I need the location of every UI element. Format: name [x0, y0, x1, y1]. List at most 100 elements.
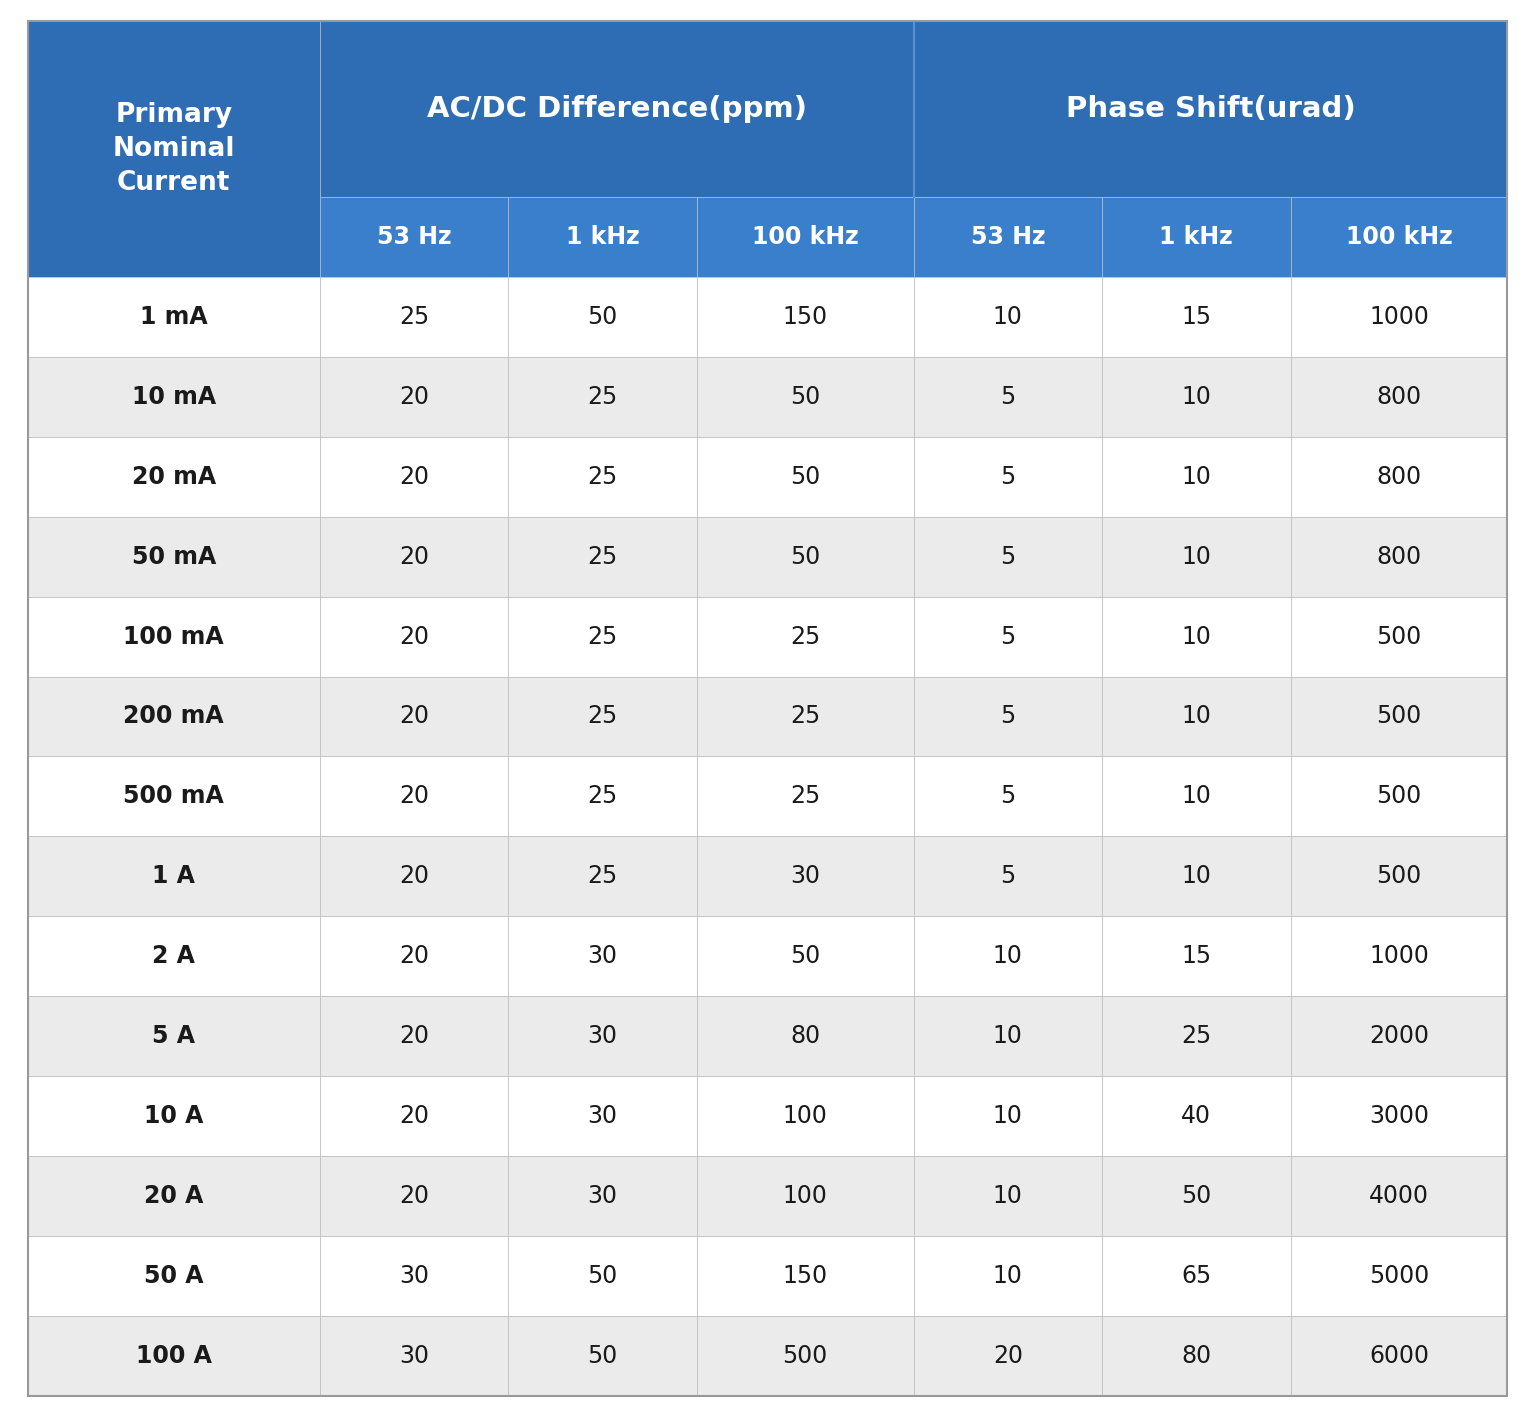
Bar — [319, 597, 508, 676]
Text: 25: 25 — [588, 704, 617, 728]
Bar — [1291, 597, 1507, 676]
Text: 1000: 1000 — [1369, 305, 1429, 329]
Text: 20: 20 — [399, 625, 430, 649]
Text: 10: 10 — [993, 1264, 1022, 1288]
Bar — [913, 517, 1102, 597]
Bar — [1102, 917, 1291, 996]
Text: 20: 20 — [399, 1104, 430, 1128]
Text: 25: 25 — [588, 864, 617, 888]
Bar — [319, 276, 508, 357]
Bar — [508, 357, 697, 436]
Text: 150: 150 — [783, 305, 827, 329]
Text: 1 kHz: 1 kHz — [566, 225, 640, 249]
Text: 65: 65 — [1182, 1264, 1211, 1288]
Text: Phase Shift(urad): Phase Shift(urad) — [1065, 95, 1355, 123]
Bar — [508, 276, 697, 357]
Text: 25: 25 — [588, 465, 617, 489]
Bar — [1102, 597, 1291, 676]
Text: 80: 80 — [791, 1024, 820, 1049]
Text: 30: 30 — [588, 1104, 617, 1128]
Text: 25: 25 — [791, 625, 820, 649]
Bar — [319, 21, 913, 197]
Text: 10 A: 10 A — [144, 1104, 204, 1128]
Text: 2 A: 2 A — [152, 944, 195, 968]
Text: 20 mA: 20 mA — [132, 465, 216, 489]
Bar — [1291, 836, 1507, 917]
Bar — [913, 836, 1102, 917]
Text: 30: 30 — [588, 944, 617, 968]
Text: 10: 10 — [1182, 385, 1211, 410]
Text: 53 Hz: 53 Hz — [970, 225, 1045, 249]
Text: 100 kHz: 100 kHz — [1346, 225, 1452, 249]
Bar — [1291, 517, 1507, 597]
Bar — [1291, 1156, 1507, 1236]
Text: 25: 25 — [791, 704, 820, 728]
Text: 15: 15 — [1182, 305, 1211, 329]
Bar — [1102, 276, 1291, 357]
Bar — [28, 676, 319, 757]
Bar — [1102, 1236, 1291, 1316]
Text: 10 mA: 10 mA — [132, 385, 216, 410]
Text: 1 kHz: 1 kHz — [1159, 225, 1233, 249]
Bar — [1291, 357, 1507, 436]
Bar — [697, 276, 913, 357]
Text: 20: 20 — [993, 1343, 1022, 1367]
Text: 10: 10 — [1182, 785, 1211, 809]
Bar — [319, 1316, 508, 1396]
Bar — [28, 276, 319, 357]
Bar — [319, 676, 508, 757]
Bar — [913, 676, 1102, 757]
Text: 50: 50 — [588, 305, 617, 329]
Bar — [913, 357, 1102, 436]
Text: 5: 5 — [1001, 625, 1016, 649]
Bar — [913, 436, 1102, 517]
Bar — [28, 1316, 319, 1396]
Text: 5: 5 — [1001, 385, 1016, 410]
Text: 20: 20 — [399, 785, 430, 809]
Bar — [1102, 836, 1291, 917]
Text: 150: 150 — [783, 1264, 827, 1288]
Bar — [1102, 676, 1291, 757]
Text: 50 mA: 50 mA — [132, 544, 216, 568]
Bar — [697, 357, 913, 436]
Bar — [1102, 1156, 1291, 1236]
Text: 10: 10 — [993, 944, 1022, 968]
Bar — [319, 757, 508, 836]
Text: 50: 50 — [791, 465, 820, 489]
Text: 200 mA: 200 mA — [123, 704, 224, 728]
Bar — [28, 357, 319, 436]
Bar — [28, 836, 319, 917]
Text: 50: 50 — [588, 1264, 617, 1288]
Bar — [1102, 517, 1291, 597]
Text: 10: 10 — [993, 1104, 1022, 1128]
Bar — [28, 436, 319, 517]
Text: 100 mA: 100 mA — [123, 625, 224, 649]
Bar — [913, 21, 1507, 197]
Text: 10: 10 — [993, 1185, 1022, 1207]
Text: 20: 20 — [399, 1185, 430, 1207]
Bar — [508, 757, 697, 836]
Bar — [1102, 757, 1291, 836]
Bar — [697, 517, 913, 597]
Text: 100 kHz: 100 kHz — [752, 225, 858, 249]
Bar — [508, 597, 697, 676]
Bar — [913, 757, 1102, 836]
Bar — [697, 676, 913, 757]
Text: 10: 10 — [1182, 465, 1211, 489]
Bar — [1291, 1076, 1507, 1156]
Text: 15: 15 — [1182, 944, 1211, 968]
Bar — [28, 597, 319, 676]
Bar — [1291, 757, 1507, 836]
Text: 500 mA: 500 mA — [123, 785, 224, 809]
Bar — [1102, 996, 1291, 1076]
Bar — [697, 597, 913, 676]
Bar — [697, 436, 913, 517]
Bar — [913, 917, 1102, 996]
Text: 5: 5 — [1001, 704, 1016, 728]
Text: 30: 30 — [791, 864, 820, 888]
Text: Primary
Nominal
Current: Primary Nominal Current — [112, 102, 235, 196]
Bar — [319, 197, 508, 276]
Text: 100 A: 100 A — [135, 1343, 212, 1367]
Bar — [913, 597, 1102, 676]
Text: 25: 25 — [1182, 1024, 1211, 1049]
